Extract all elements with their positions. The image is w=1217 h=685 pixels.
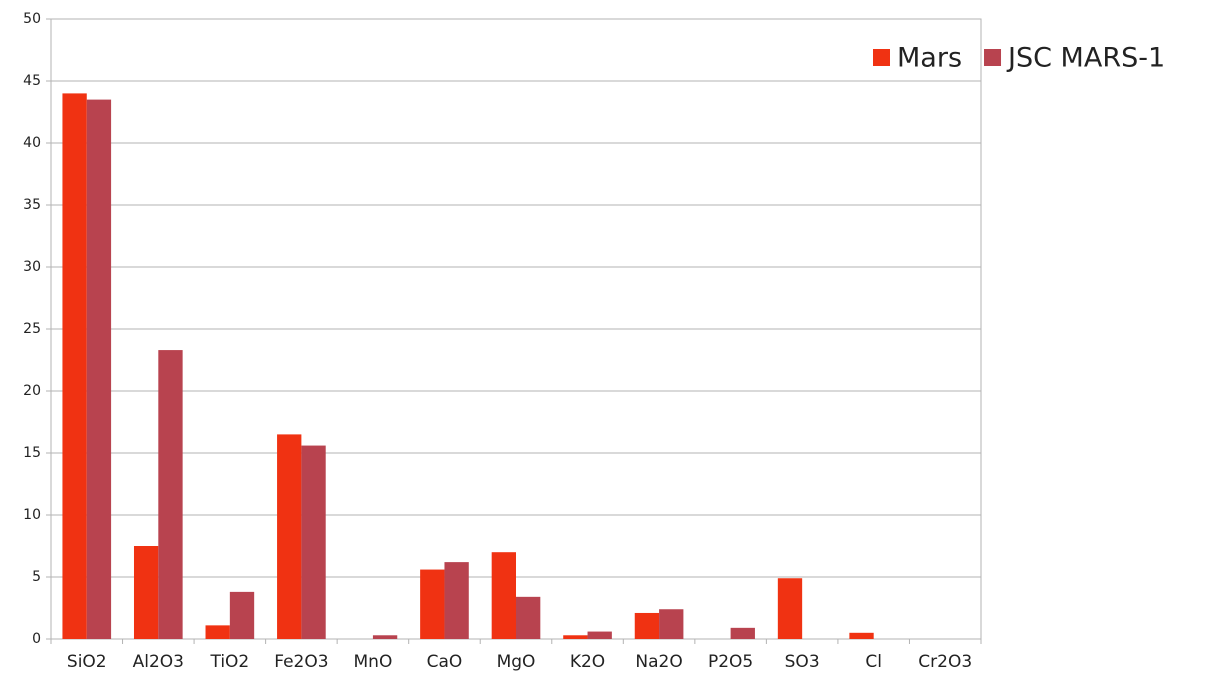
bar — [301, 445, 326, 639]
bar — [563, 635, 588, 639]
bar — [491, 552, 516, 639]
y-tick-label: 15 — [23, 445, 41, 461]
y-tick-label: 35 — [23, 197, 41, 213]
x-tick-label: SiO2 — [67, 652, 107, 672]
x-tick-label: MnO — [354, 652, 393, 672]
bar — [205, 625, 230, 639]
bar — [86, 99, 112, 640]
x-tick-label: Al2O3 — [133, 652, 184, 672]
y-tick-label: 45 — [23, 73, 41, 89]
bar — [849, 632, 874, 639]
bar — [444, 562, 469, 639]
legend-label: JSC MARS-1 — [1006, 43, 1165, 74]
y-tick-label: 40 — [23, 135, 41, 151]
legend-swatch — [984, 49, 1002, 66]
bar — [229, 591, 255, 639]
y-tick-label: 5 — [32, 569, 41, 585]
y-tick-label: 50 — [23, 11, 41, 27]
x-tick-label: Fe2O3 — [274, 652, 328, 672]
x-tick-label: Cr2O3 — [918, 652, 972, 672]
bar — [587, 631, 612, 639]
x-tick-label: Na2O — [635, 652, 682, 672]
x-tick-label: TiO2 — [209, 652, 249, 672]
y-tick-label: 30 — [23, 259, 41, 275]
bar — [420, 569, 445, 639]
bar — [372, 635, 398, 639]
y-tick-label: 25 — [23, 321, 41, 337]
x-tick-label: MgO — [497, 652, 536, 672]
y-tick-label: 0 — [32, 631, 41, 647]
x-tick-label: Cl — [865, 652, 882, 672]
bar — [634, 612, 660, 639]
y-tick-label: 10 — [23, 507, 41, 523]
x-tick-label: K2O — [570, 652, 605, 672]
bar — [133, 546, 159, 639]
bar — [277, 434, 302, 639]
bar — [730, 627, 755, 639]
bar — [158, 350, 183, 639]
x-tick-label: P2O5 — [708, 652, 753, 672]
y-tick-label: 20 — [23, 383, 41, 399]
bar — [516, 596, 541, 639]
legend-swatch — [873, 49, 890, 66]
x-tick-label: CaO — [427, 652, 463, 672]
bar — [62, 93, 87, 639]
bar — [659, 609, 684, 639]
legend-label: Mars — [897, 43, 962, 74]
x-tick-label: SO3 — [785, 652, 820, 672]
bar — [777, 578, 803, 639]
